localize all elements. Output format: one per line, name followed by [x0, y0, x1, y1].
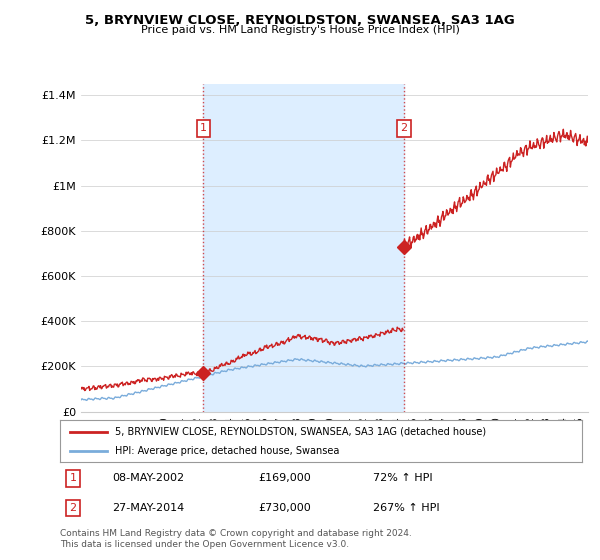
Text: 5, BRYNVIEW CLOSE, REYNOLDSTON, SWANSEA, SA3 1AG: 5, BRYNVIEW CLOSE, REYNOLDSTON, SWANSEA,… — [85, 14, 515, 27]
Text: 72% ↑ HPI: 72% ↑ HPI — [373, 473, 433, 483]
Text: £169,000: £169,000 — [259, 473, 311, 483]
Text: 1: 1 — [70, 473, 77, 483]
Text: 08-MAY-2002: 08-MAY-2002 — [112, 473, 184, 483]
Bar — [203, 84, 404, 412]
Text: 1: 1 — [200, 123, 207, 133]
Text: 2: 2 — [70, 503, 77, 513]
Text: Price paid vs. HM Land Registry's House Price Index (HPI): Price paid vs. HM Land Registry's House … — [140, 25, 460, 35]
Text: 267% ↑ HPI: 267% ↑ HPI — [373, 503, 440, 513]
Text: 2: 2 — [400, 123, 407, 133]
Text: HPI: Average price, detached house, Swansea: HPI: Average price, detached house, Swan… — [115, 446, 339, 456]
Text: £730,000: £730,000 — [259, 503, 311, 513]
Text: 27-MAY-2014: 27-MAY-2014 — [112, 503, 184, 513]
Text: Contains HM Land Registry data © Crown copyright and database right 2024.
This d: Contains HM Land Registry data © Crown c… — [60, 529, 412, 549]
Text: 5, BRYNVIEW CLOSE, REYNOLDSTON, SWANSEA, SA3 1AG (detached house): 5, BRYNVIEW CLOSE, REYNOLDSTON, SWANSEA,… — [115, 427, 486, 437]
